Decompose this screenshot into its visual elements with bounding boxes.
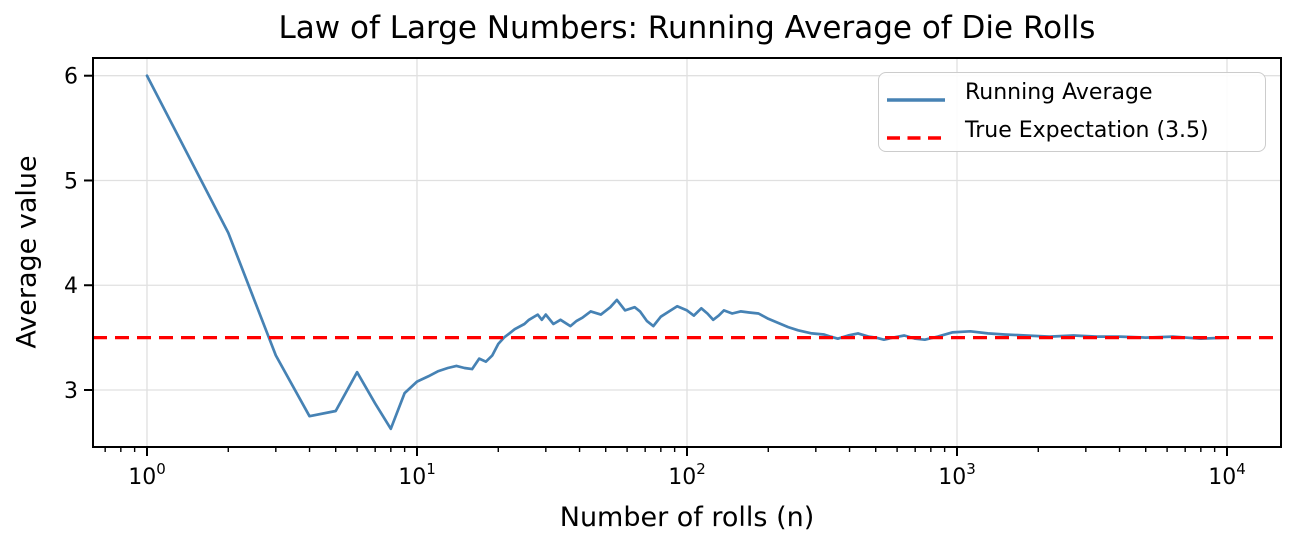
x-tick-label: 104	[1208, 460, 1246, 490]
chart-title: Law of Large Numbers: Running Average of…	[278, 10, 1096, 46]
true-expectation-dashed-line-icon	[887, 127, 945, 140]
running-average-line-icon	[887, 89, 945, 102]
y-axis-label: Average value	[11, 155, 43, 349]
legend-item-true-expectation: True Expectation (3.5)	[887, 112, 1265, 150]
x-tick-label: 100	[128, 460, 166, 490]
legend: Running Average True Expectation (3.5)	[878, 72, 1266, 152]
y-tick-label: 6	[64, 65, 78, 90]
x-tick-label: 101	[398, 460, 436, 490]
legend-item-running-average: Running Average	[887, 74, 1265, 112]
y-tick-label: 4	[64, 274, 78, 299]
y-tick-label: 3	[64, 379, 78, 404]
legend-label-running-average: Running Average	[965, 80, 1153, 105]
x-tick-label: 103	[938, 460, 976, 490]
legend-label-true-expectation: True Expectation (3.5)	[965, 118, 1209, 143]
x-axis-label: Number of rolls (n)	[559, 502, 815, 533]
x-tick-label: 102	[668, 460, 706, 490]
running-average-series	[145, 74, 1229, 431]
y-tick-label: 5	[64, 169, 78, 194]
